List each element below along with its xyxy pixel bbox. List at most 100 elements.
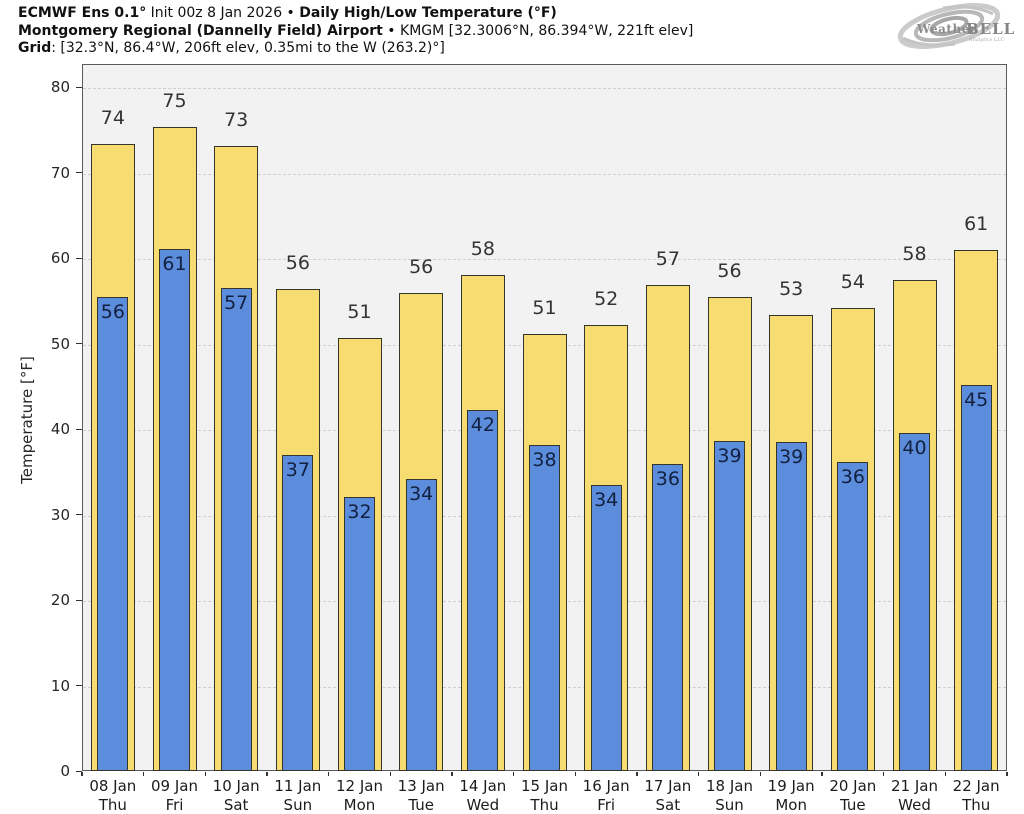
weatherbell-logo: Weather BELL Analytics LLC [893, 2, 1015, 50]
low-value-label: 45 [964, 389, 989, 412]
x-label-date: 17 Jan [644, 777, 692, 795]
x-label-day: Thu [530, 796, 559, 814]
y-tick-20 [76, 599, 82, 601]
low-bar-17-Jan [652, 464, 684, 771]
x-tick-5 [389, 772, 392, 776]
x-label-09-Jan: 09 Jan Fri [140, 777, 210, 814]
high-value-label: 54 [840, 270, 865, 293]
x-label-16-Jan: 16 Jan Fri [571, 777, 641, 814]
x-label-21-Jan: 21 Jan Wed [880, 777, 950, 814]
x-label-22-Jan: 22 Jan Thu [941, 777, 1011, 814]
x-label-day: Wed [898, 796, 931, 814]
high-value-label: 75 [162, 90, 187, 113]
x-tick-12 [821, 772, 823, 776]
x-tick-15 [1006, 772, 1008, 776]
x-label-date: 21 Jan [891, 777, 938, 795]
y-tick-label-40: 40 [50, 420, 70, 439]
x-tick-3 [266, 772, 268, 776]
y-tick-10 [76, 685, 82, 687]
y-tick-label-80: 80 [50, 78, 70, 97]
x-label-12-Jan: 12 Jan Mon [325, 777, 395, 814]
low-bar-10-Jan [220, 287, 252, 771]
x-label-date: 20 Jan [829, 777, 877, 795]
x-label-day: Wed [466, 796, 500, 814]
x-tick-4 [327, 772, 330, 776]
low-bar-20-Jan [837, 462, 869, 771]
x-label-20-Jan: 20 Jan Tue [818, 777, 888, 814]
low-bar-13-Jan [405, 478, 437, 771]
low-bar-12-Jan [344, 496, 375, 771]
x-tick-1 [142, 772, 145, 776]
x-tick-7 [512, 772, 515, 776]
low-bar-14-Jan [467, 410, 499, 771]
x-label-date: 08 Jan [89, 777, 137, 795]
high-value-label: 51 [347, 300, 372, 323]
x-tick-10 [697, 772, 700, 776]
high-value-label: 56 [285, 251, 310, 274]
x-tick-0 [81, 772, 83, 776]
x-label-day: Thu [98, 796, 127, 814]
high-value-label: 61 [964, 213, 989, 236]
x-label-date: 12 Jan [336, 777, 383, 795]
x-label-14-Jan: 14 Jan Wed [448, 777, 518, 814]
high-value-label: 53 [779, 278, 804, 301]
low-value-label: 39 [717, 445, 742, 467]
init-time: Init 00z 8 Jan 2026 • [146, 5, 300, 21]
station-name: Montgomery Regional (Dannelly Field) Air… [18, 22, 383, 39]
y-tick-label-70: 70 [50, 163, 70, 182]
y-tick-label-20: 20 [50, 591, 70, 610]
x-label-19-Jan: 19 Jan Mon [756, 777, 826, 814]
high-value-label: 57 [655, 248, 680, 271]
x-tick-11 [759, 772, 762, 776]
low-value-label: 32 [347, 500, 372, 523]
gridline-70 [83, 173, 1006, 175]
low-value-label: 37 [285, 458, 310, 481]
low-bar-21-Jan [899, 433, 930, 771]
x-label-18-Jan: 18 Jan Sun [695, 777, 765, 814]
y-tick-label-50: 50 [50, 334, 70, 353]
chart-title-line: ECMWF Ens 0.1° Init 00z 8 Jan 2026 • Dai… [18, 5, 693, 23]
gridline-80 [83, 88, 1006, 90]
x-label-date: 14 Jan [459, 777, 507, 795]
x-label-date: 13 Jan [397, 777, 445, 795]
x-label-date: 15 Jan [521, 777, 568, 795]
low-value-label: 57 [224, 291, 249, 314]
grid-label: Grid [18, 40, 52, 56]
model-name: ECMWF Ens 0.1° [18, 5, 147, 21]
logo-text-sub: Analytics LLC [968, 37, 1004, 43]
logo-text-weather: Weather [916, 22, 977, 36]
x-tick-2 [204, 772, 207, 776]
high-value-label: 56 [409, 256, 434, 279]
x-label-date: 19 Jan [767, 777, 815, 795]
x-label-15-Jan: 15 Jan Thu [510, 777, 580, 814]
high-value-label: 58 [470, 238, 495, 261]
y-tick-label-10: 10 [50, 676, 70, 695]
x-label-day: Sat [223, 796, 249, 814]
x-label-day: Sun [283, 796, 313, 814]
y-tick-60 [76, 257, 82, 259]
station-coords: • KMGM [32.3006°N, 86.394°W, 221ft elev] [382, 22, 694, 39]
x-label-day: Fri [597, 796, 616, 814]
high-value-label: 58 [902, 243, 927, 266]
x-label-date: 11 Jan [274, 777, 322, 795]
logo-text-bell: BELL [966, 20, 1015, 38]
y-tick-label-60: 60 [50, 249, 70, 268]
low-bar-22-Jan [960, 385, 992, 771]
x-label-17-Jan: 17 Jan Sat [633, 777, 703, 814]
y-tick-50 [76, 343, 82, 345]
low-value-label: 40 [902, 437, 927, 460]
low-bar-16-Jan [590, 484, 622, 771]
low-bar-09-Jan [159, 248, 190, 771]
x-label-day: Tue [840, 796, 866, 814]
low-bar-08-Jan [97, 296, 129, 771]
low-value-label: 39 [779, 445, 804, 468]
x-tick-8 [574, 772, 577, 776]
x-label-date: 22 Jan [952, 777, 1000, 795]
x-label-date: 10 Jan [212, 777, 260, 795]
low-value-label: 61 [162, 252, 187, 275]
high-value-label: 51 [532, 297, 557, 320]
high-value-label: 56 [717, 260, 742, 283]
station-line: Montgomery Regional (Dannelly Field) Air… [18, 23, 693, 41]
x-label-day: Sun [715, 796, 744, 814]
